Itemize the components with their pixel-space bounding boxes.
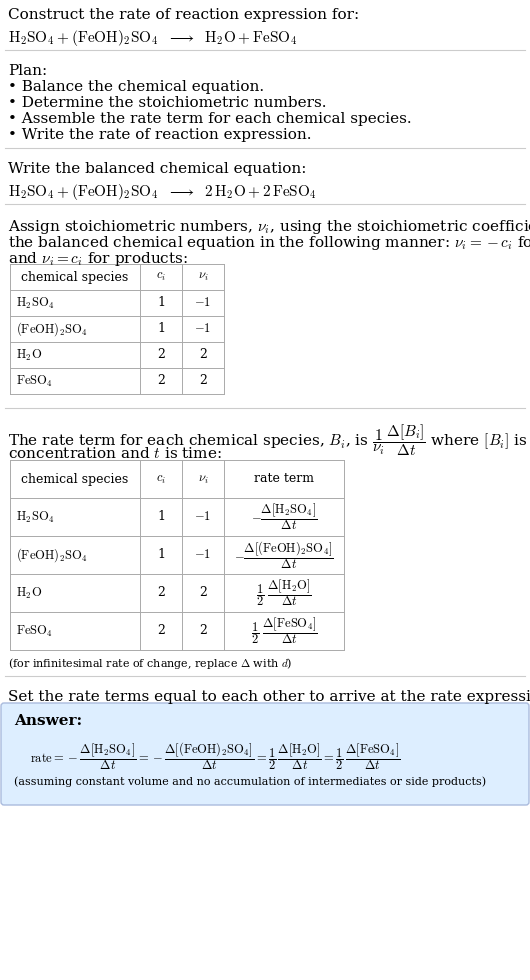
Text: The rate term for each chemical species, $B_i$, is $\dfrac{1}{\nu_i}\dfrac{\Delt: The rate term for each chemical species,… [8, 422, 530, 458]
Text: $\nu_i$: $\nu_i$ [198, 472, 208, 485]
Text: $-1$: $-1$ [195, 297, 211, 310]
Text: • Assemble the rate term for each chemical species.: • Assemble the rate term for each chemic… [8, 112, 412, 126]
Text: $c_i$: $c_i$ [156, 270, 166, 283]
Text: (for infinitesimal rate of change, replace $\Delta$ with $d$): (for infinitesimal rate of change, repla… [8, 656, 293, 671]
Text: • Balance the chemical equation.: • Balance the chemical equation. [8, 80, 264, 94]
Text: chemical species: chemical species [21, 472, 129, 485]
Text: 1: 1 [157, 322, 165, 335]
Text: $\mathrm{H_2SO_4}$: $\mathrm{H_2SO_4}$ [16, 295, 55, 311]
Text: $\mathrm{H_2SO_4} + \mathrm{(FeOH)_2SO_4}\ \ \longrightarrow\ \ 2\,\mathrm{H_2O}: $\mathrm{H_2SO_4} + \mathrm{(FeOH)_2SO_4… [8, 182, 317, 202]
Text: • Write the rate of reaction expression.: • Write the rate of reaction expression. [8, 128, 312, 142]
Text: rate term: rate term [254, 472, 314, 485]
Text: $\mathrm{H_2SO_4} + \mathrm{(FeOH)_2SO_4}\ \ \longrightarrow\ \ \mathrm{H_2O} + : $\mathrm{H_2SO_4} + \mathrm{(FeOH)_2SO_4… [8, 28, 297, 48]
Text: 2: 2 [157, 586, 165, 600]
Text: Set the rate terms equal to each other to arrive at the rate expression:: Set the rate terms equal to each other t… [8, 690, 530, 704]
Text: Plan:: Plan: [8, 64, 47, 78]
FancyBboxPatch shape [1, 703, 529, 805]
Text: $\dfrac{1}{2}\ \dfrac{\Delta[\mathrm{FeSO_4}]}{\Delta t}$: $\dfrac{1}{2}\ \dfrac{\Delta[\mathrm{FeS… [251, 615, 317, 647]
Text: Construct the rate of reaction expression for:: Construct the rate of reaction expressio… [8, 8, 359, 22]
Text: $-1$: $-1$ [195, 511, 211, 523]
Text: $\dfrac{1}{2}\ \dfrac{\Delta[\mathrm{H_2O}]}{\Delta t}$: $\dfrac{1}{2}\ \dfrac{\Delta[\mathrm{H_2… [256, 577, 312, 609]
Text: $\mathrm{(FeOH)_2SO_4}$: $\mathrm{(FeOH)_2SO_4}$ [16, 320, 87, 338]
Text: $\mathrm{rate} = -\dfrac{\Delta[\mathrm{H_2SO_4}]}{\Delta t} = -\dfrac{\Delta[\m: $\mathrm{rate} = -\dfrac{\Delta[\mathrm{… [30, 740, 401, 772]
Text: $\mathrm{FeSO_4}$: $\mathrm{FeSO_4}$ [16, 373, 53, 389]
Text: chemical species: chemical species [21, 270, 129, 283]
Text: $\nu_i$: $\nu_i$ [198, 270, 208, 283]
Text: $\mathrm{H_2SO_4}$: $\mathrm{H_2SO_4}$ [16, 510, 55, 524]
Text: the balanced chemical equation in the following manner: $\nu_i = -c_i$ for react: the balanced chemical equation in the fo… [8, 234, 530, 252]
Text: 2: 2 [199, 374, 207, 387]
Text: 2: 2 [157, 624, 165, 638]
Text: $\mathrm{FeSO_4}$: $\mathrm{FeSO_4}$ [16, 623, 53, 639]
Text: $\mathrm{H_2O}$: $\mathrm{H_2O}$ [16, 348, 42, 363]
Text: $-1$: $-1$ [195, 549, 211, 562]
Text: • Determine the stoichiometric numbers.: • Determine the stoichiometric numbers. [8, 96, 326, 110]
Text: concentration and $t$ is time:: concentration and $t$ is time: [8, 446, 222, 461]
Text: Assign stoichiometric numbers, $\nu_i$, using the stoichiometric coefficients, $: Assign stoichiometric numbers, $\nu_i$, … [8, 218, 530, 236]
Text: 1: 1 [157, 297, 165, 310]
Text: 2: 2 [157, 374, 165, 387]
Text: $-\dfrac{\Delta[\mathrm{(FeOH)_2SO_4}]}{\Delta t}$: $-\dfrac{\Delta[\mathrm{(FeOH)_2SO_4}]}{… [234, 539, 334, 571]
Text: 2: 2 [199, 624, 207, 638]
Text: 1: 1 [157, 511, 165, 523]
Text: 1: 1 [157, 549, 165, 562]
Text: 2: 2 [157, 349, 165, 362]
Text: Write the balanced chemical equation:: Write the balanced chemical equation: [8, 162, 306, 176]
Text: $\mathrm{H_2O}$: $\mathrm{H_2O}$ [16, 585, 42, 601]
Text: and $\nu_i = c_i$ for products:: and $\nu_i = c_i$ for products: [8, 250, 188, 268]
Text: $c_i$: $c_i$ [156, 472, 166, 485]
Text: 2: 2 [199, 586, 207, 600]
Text: $-\dfrac{\Delta[\mathrm{H_2SO_4}]}{\Delta t}$: $-\dfrac{\Delta[\mathrm{H_2SO_4}]}{\Delt… [251, 502, 317, 532]
Text: $\mathrm{(FeOH)_2SO_4}$: $\mathrm{(FeOH)_2SO_4}$ [16, 546, 87, 563]
Text: (assuming constant volume and no accumulation of intermediates or side products): (assuming constant volume and no accumul… [14, 776, 486, 787]
Text: Answer:: Answer: [14, 714, 82, 728]
Text: $-1$: $-1$ [195, 322, 211, 335]
Text: 2: 2 [199, 349, 207, 362]
